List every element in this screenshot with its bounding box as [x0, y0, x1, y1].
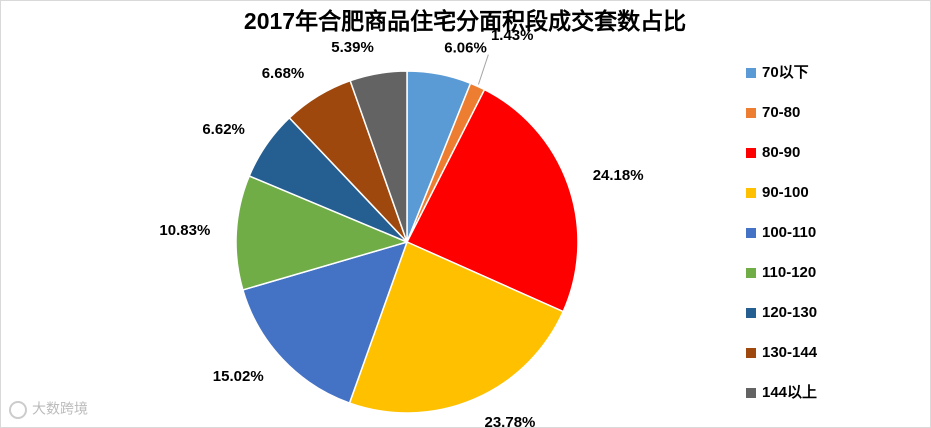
legend-swatch	[746, 68, 756, 78]
legend-label: 120-130	[762, 304, 817, 321]
legend-swatch	[746, 348, 756, 358]
pie-slice	[405, 88, 579, 313]
pie-slice	[349, 70, 408, 243]
legend-label: 70以下	[762, 64, 809, 81]
pie-slice	[348, 240, 565, 414]
legend-swatch	[746, 228, 756, 238]
legend-swatch	[746, 268, 756, 278]
data-label: 23.78%	[485, 414, 536, 428]
data-label: 5.39%	[331, 39, 374, 56]
data-label: 6.68%	[262, 65, 305, 82]
legend-label: 130-144	[762, 344, 818, 361]
chart-title: 2017年合肥商品住宅分面积段成交套数占比	[244, 8, 686, 34]
legend-label: 110-120	[762, 264, 816, 281]
legend-swatch	[746, 108, 756, 118]
watermark-logo	[9, 401, 27, 419]
watermark: 大数跨境	[32, 401, 88, 417]
legend-swatch	[746, 388, 756, 398]
pie-slice	[241, 240, 409, 405]
data-label: 6.62%	[202, 121, 245, 138]
data-label: 15.02%	[213, 368, 264, 385]
data-label: 6.06%	[444, 40, 487, 57]
data-label: 10.83%	[159, 222, 210, 239]
legend-swatch	[746, 148, 756, 158]
legend-label: 70-80	[762, 104, 800, 121]
leader-line	[477, 54, 489, 85]
legend-label: 90-100	[762, 184, 809, 201]
pie-slice	[235, 175, 410, 291]
data-label: 1.43%	[491, 27, 534, 44]
legend-label: 80-90	[762, 144, 800, 161]
data-label: 24.18%	[593, 167, 644, 184]
legend-swatch	[746, 308, 756, 318]
legend-swatch	[746, 188, 756, 198]
legend-label: 100-110	[762, 224, 816, 241]
legend-label: 144以上	[762, 384, 817, 401]
